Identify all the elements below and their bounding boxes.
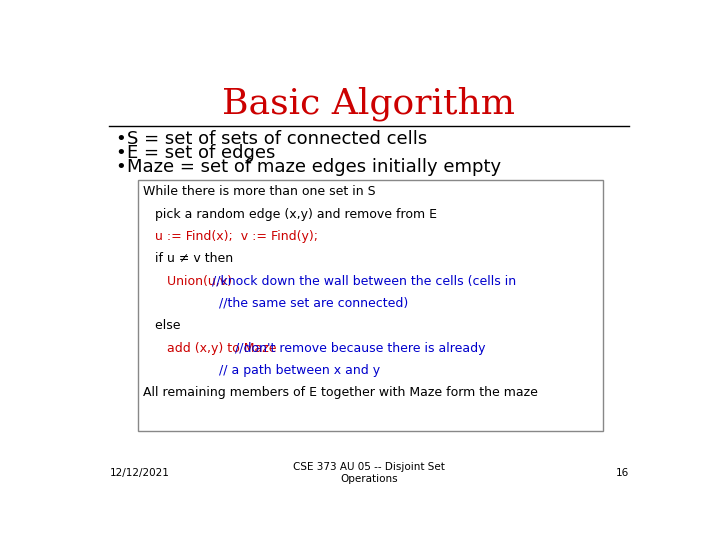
Text: 12/12/2021: 12/12/2021 <box>109 468 169 478</box>
Text: //don't remove because there is already: //don't remove because there is already <box>235 342 485 355</box>
Text: CSE 373 AU 05 -- Disjoint Set
Operations: CSE 373 AU 05 -- Disjoint Set Operations <box>293 462 445 484</box>
Text: //knock down the wall between the cells (cells in: //knock down the wall between the cells … <box>212 275 516 288</box>
Text: •: • <box>114 144 125 163</box>
Text: 16: 16 <box>616 468 629 478</box>
Text: u := Find(x);  v := Find(y);: u := Find(x); v := Find(y); <box>143 230 318 243</box>
Text: add (x,y) to Maze: add (x,y) to Maze <box>143 342 280 355</box>
Text: Union(u,v): Union(u,v) <box>143 275 240 288</box>
Text: While there is more than one set in S: While there is more than one set in S <box>143 185 375 198</box>
Text: •: • <box>114 158 125 176</box>
Text: else: else <box>143 319 180 332</box>
Text: Maze = set of maze edges initially empty: Maze = set of maze edges initially empty <box>127 158 501 176</box>
Text: All remaining members of E together with Maze form the maze: All remaining members of E together with… <box>143 386 538 399</box>
FancyBboxPatch shape <box>138 180 603 430</box>
Text: if u ≠ v then: if u ≠ v then <box>143 252 233 265</box>
Text: //the same set are connected): //the same set are connected) <box>143 297 408 310</box>
Text: E = set of edges: E = set of edges <box>127 144 276 163</box>
Text: pick a random edge (x,y) and remove from E: pick a random edge (x,y) and remove from… <box>143 208 437 221</box>
Text: // a path between x and y: // a path between x and y <box>143 364 380 377</box>
Text: •: • <box>114 131 125 149</box>
Text: Basic Algorithm: Basic Algorithm <box>222 86 516 120</box>
Text: S = set of sets of connected cells: S = set of sets of connected cells <box>127 131 428 149</box>
